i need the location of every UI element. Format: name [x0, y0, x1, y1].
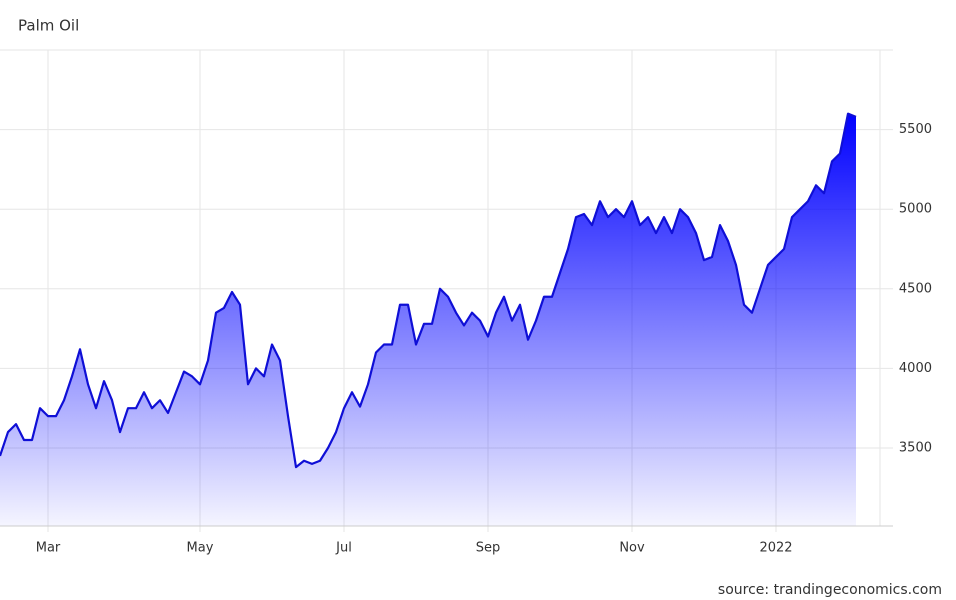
x-tick-label: Sep	[476, 541, 501, 556]
source-note: source: trandingeconomics.com	[718, 582, 942, 598]
price-line	[0, 112, 857, 469]
y-tick-label: 5000	[899, 202, 932, 217]
y-tick-label: 3500	[899, 440, 932, 455]
x-tick-label: Jul	[335, 541, 352, 556]
x-tick-label: Mar	[36, 541, 61, 556]
x-tick-label: 2022	[759, 541, 792, 556]
x-tick-label: May	[187, 541, 214, 556]
y-tick-label: 4500	[899, 281, 932, 296]
y-tick-label: 4000	[899, 361, 932, 376]
x-tick-label: Nov	[619, 541, 645, 556]
chart-title: Palm Oil	[18, 17, 79, 35]
area-fill	[0, 113, 856, 527]
y-tick-label: 5500	[899, 122, 932, 137]
